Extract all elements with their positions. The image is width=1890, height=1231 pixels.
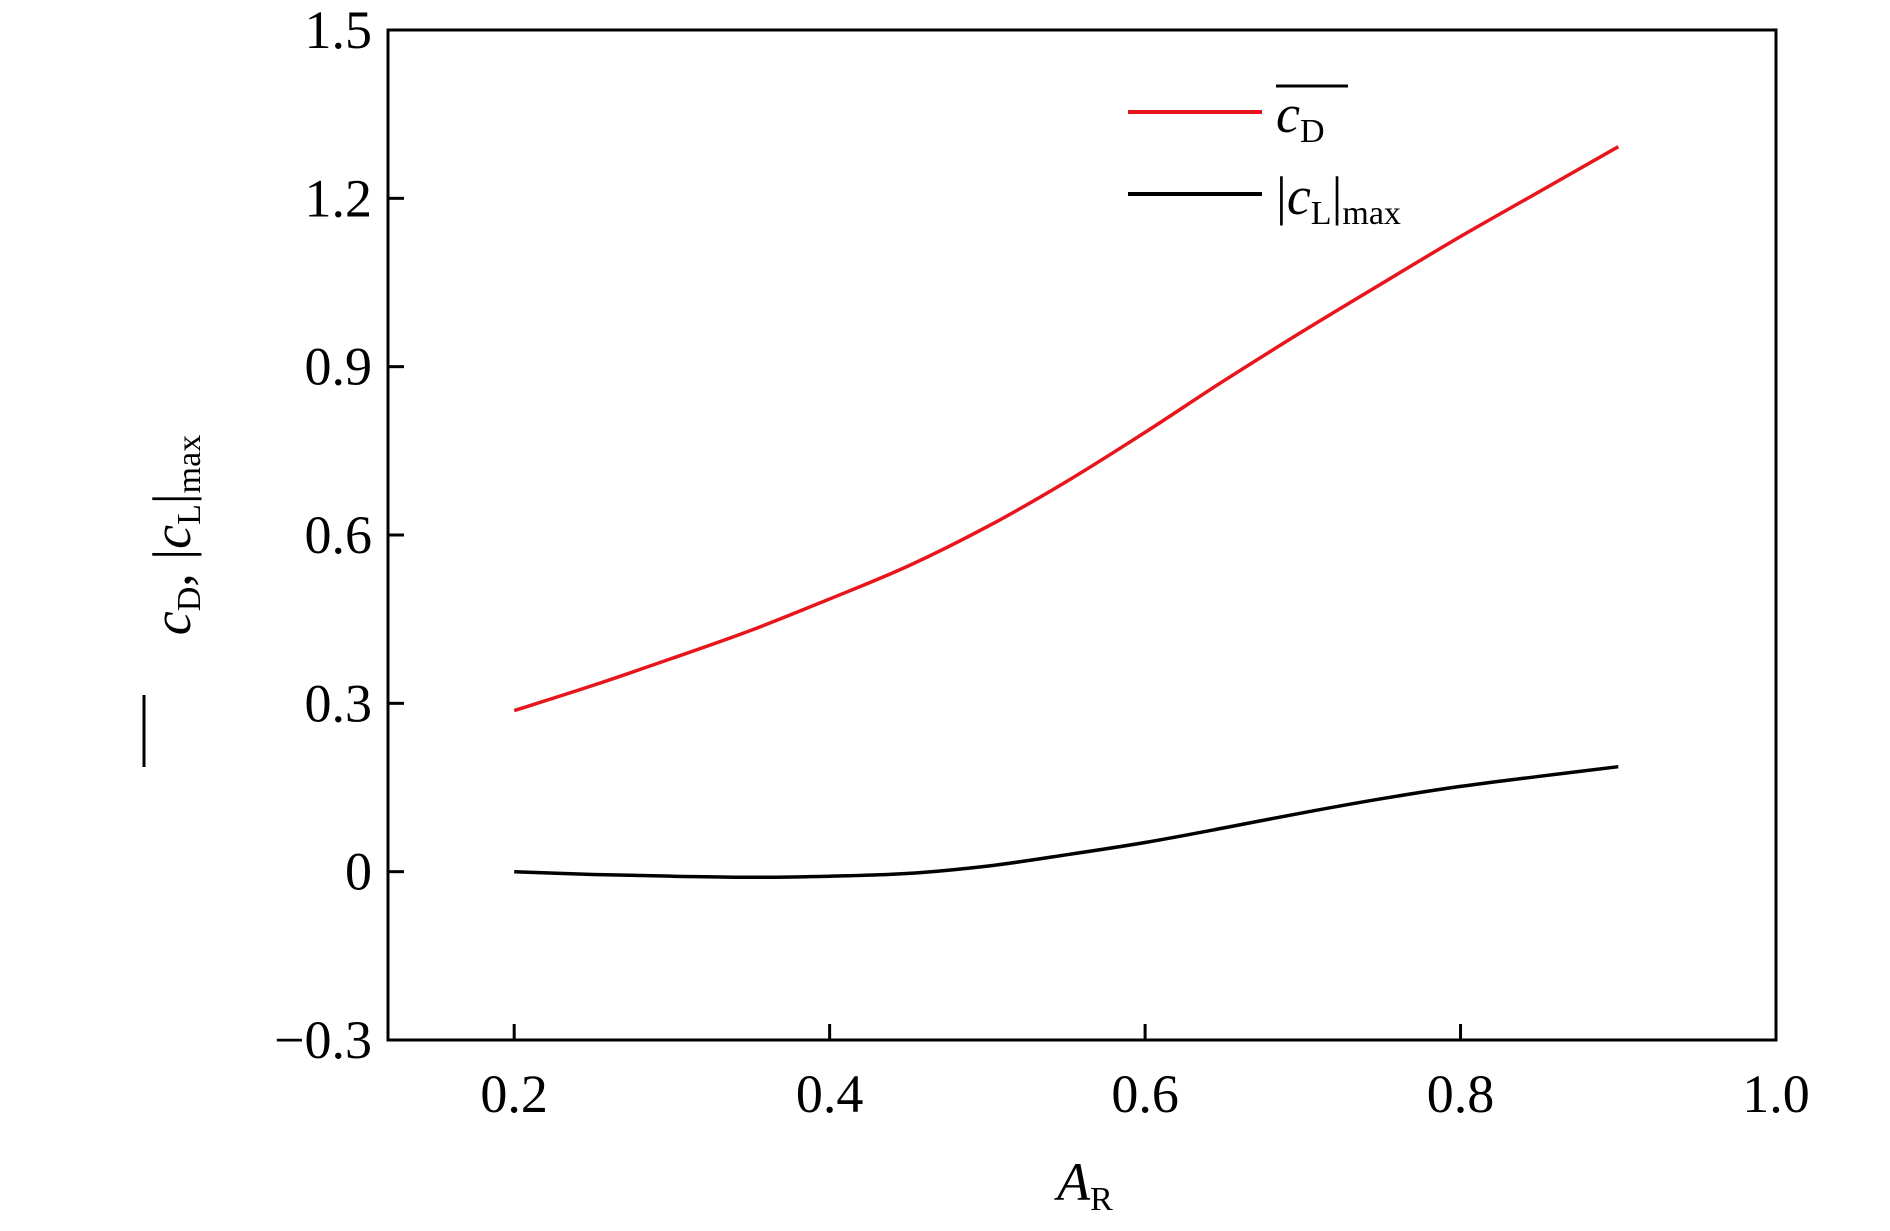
y-tick-label: 0.6 [305,505,373,565]
y-tick-label: −0.3 [274,1010,372,1070]
y-tick-label: 0.9 [305,337,373,397]
legend: cD |cL|max [1128,84,1401,232]
series-line-cd-mean [513,145,1620,713]
series-layer [513,145,1620,880]
x-tick-label: 0.6 [1111,1064,1179,1124]
y-tick-label: 0.3 [305,673,373,733]
x-tick-label: 0.8 [1427,1064,1495,1124]
legend-label: |cL|max [1276,166,1401,232]
legend-label: cD [1276,84,1325,150]
y-tick-label: 0 [345,842,372,902]
axis-labels: AR cD, |cL|max [142,435,1113,1218]
y-axis-label-group: cD, |cL|max [142,435,208,767]
y-tick-label: 1.5 [305,0,373,60]
x-tick-label: 0.4 [796,1064,864,1124]
plot-frame [386,28,1778,1042]
axes: 0.2 0.4 0.6 0.8 1.0 −0.3 0 0.3 0.6 0.9 1.2 1.5 [274,0,1810,1124]
series-line-cl-max [514,764,1619,880]
y-tick-label: 1.2 [305,168,373,228]
x-tick-label: 0.2 [480,1064,548,1124]
x-tick-label: 1.0 [1742,1064,1810,1124]
y-axis-label: cD, |cL|max [142,435,208,635]
x-axis-label: AR [1054,1152,1113,1218]
